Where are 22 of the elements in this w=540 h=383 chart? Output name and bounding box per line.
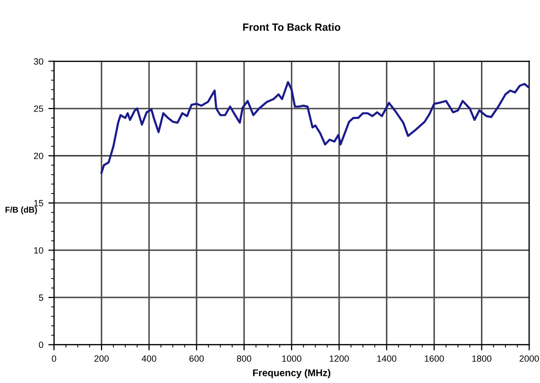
x-tick-label: 1200 <box>330 355 349 362</box>
x-axis-title: Frequency (MHz) <box>253 369 330 378</box>
y-tick-label: 15 <box>34 200 44 206</box>
x-tick-label: 1400 <box>377 355 396 362</box>
x-tick-label: 1600 <box>424 355 444 362</box>
y-tick-label: 10 <box>34 247 44 254</box>
x-tick-label: 600 <box>189 355 204 362</box>
x-tick-label: 1000 <box>282 355 302 362</box>
line-series <box>100 81 530 174</box>
x-tick-label: 0 <box>52 355 56 362</box>
x-tick-label: 200 <box>94 355 109 362</box>
x-tick-label: 400 <box>142 355 156 362</box>
chart-title: Front To Back Ratio <box>243 23 340 31</box>
y-tick-label: 30 <box>34 58 44 65</box>
y-tick-label: 0 <box>38 342 44 348</box>
x-tick-label: 800 <box>236 355 252 362</box>
y-axis-title: F/B (dB) <box>6 206 37 214</box>
x-tick-label: 2000 <box>520 355 539 362</box>
y-tick-label: 5 <box>38 294 44 301</box>
x-tick-label: 1800 <box>472 355 492 362</box>
y-tick-label: 20 <box>34 152 44 160</box>
y-tick-label: 25 <box>34 105 44 112</box>
